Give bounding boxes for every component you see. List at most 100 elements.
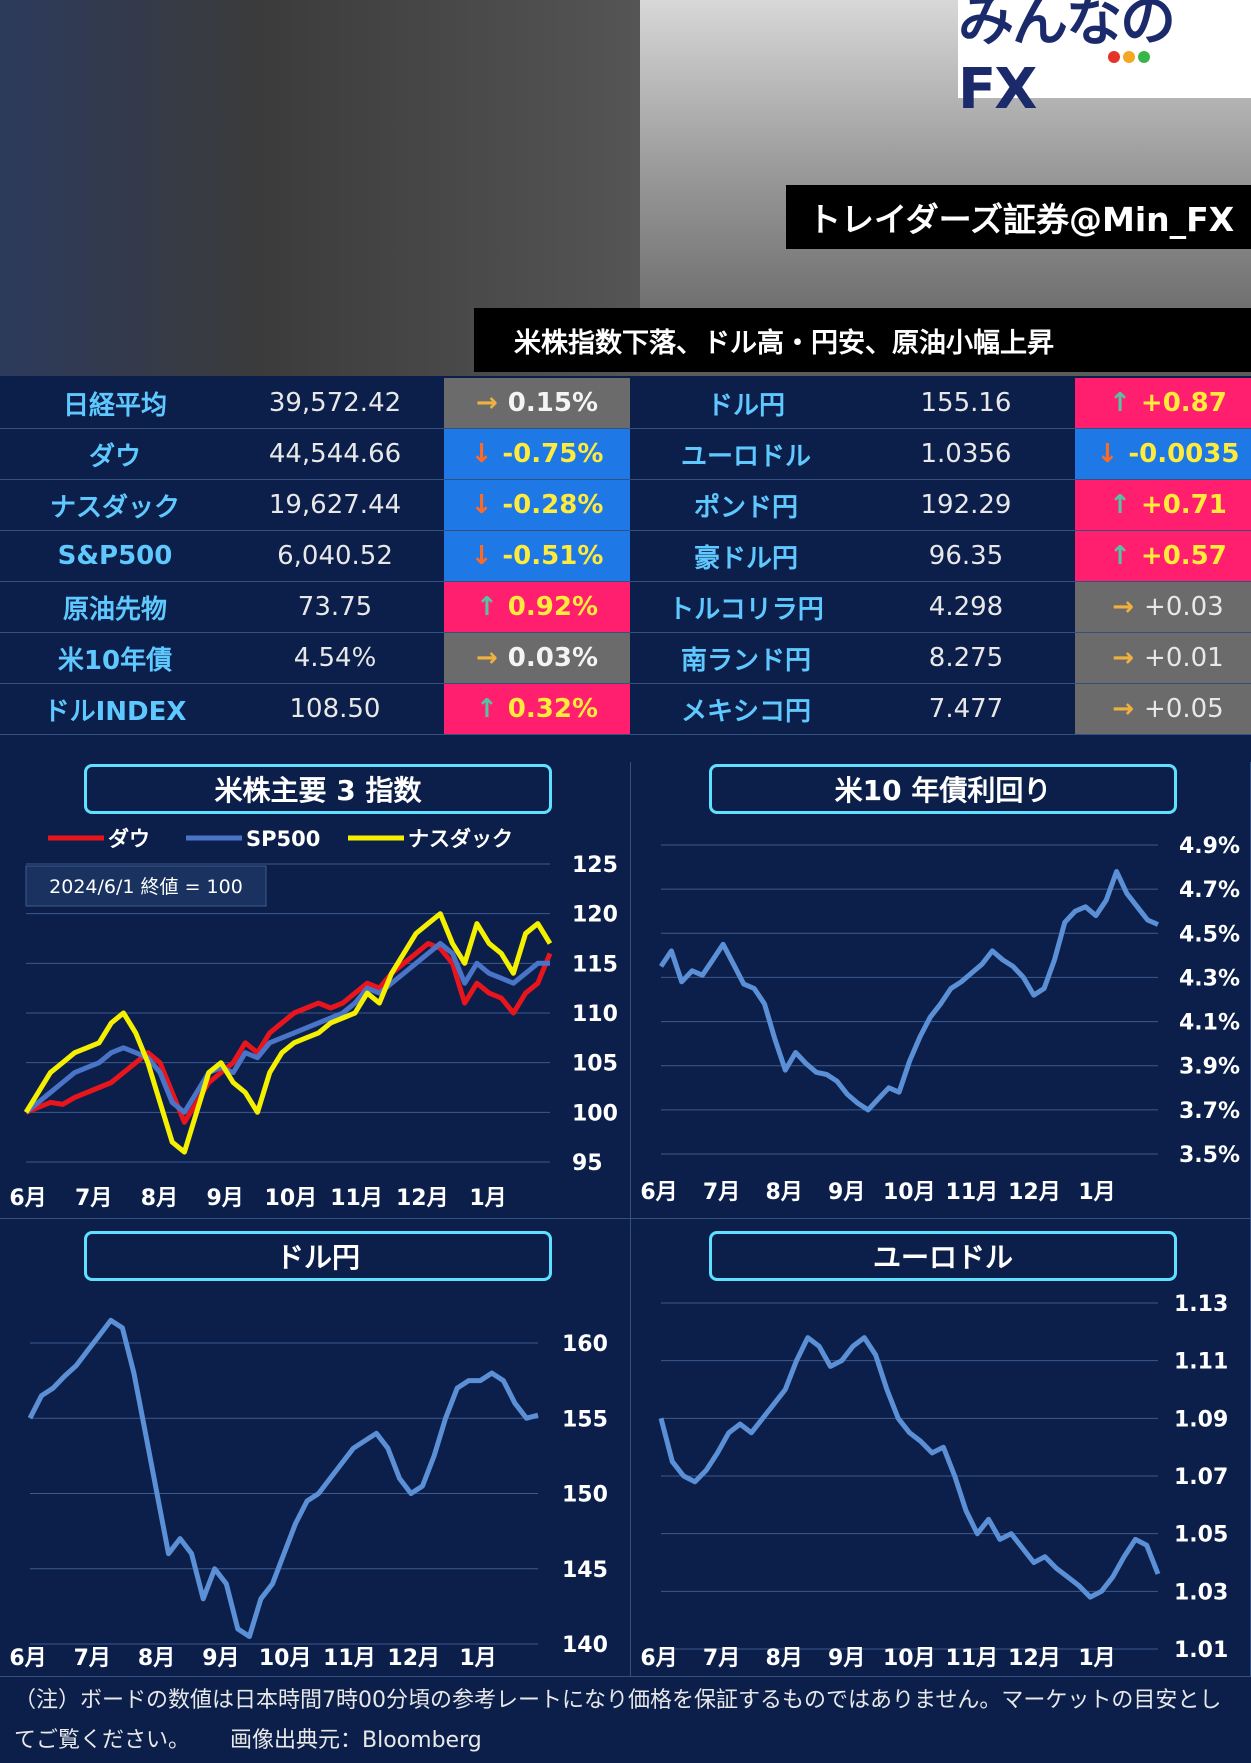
- legend-label: ナスダック: [408, 827, 513, 851]
- change-value: +0.03: [1144, 592, 1224, 622]
- y-tick-label: 4.3%: [1179, 966, 1240, 991]
- y-tick-label: 3.5%: [1179, 1143, 1240, 1168]
- x-tick-label: 11月: [323, 1646, 376, 1671]
- x-tick-label: 8月: [141, 1186, 178, 1211]
- x-tick-label: 6月: [9, 1646, 46, 1671]
- y-tick-label: 4.7%: [1179, 878, 1240, 903]
- instrument-value: 192.29: [920, 490, 1012, 520]
- change-value: +0.57: [1140, 541, 1227, 571]
- headline-badge: 米株指数下落、ドル高・円安、原油小幅上昇: [474, 308, 1251, 372]
- y-tick-label: 3.7%: [1179, 1099, 1240, 1124]
- instrument-name: 日経平均: [62, 390, 167, 421]
- instrument-change: → +0.03: [1075, 582, 1251, 632]
- brand-logo: みんなのFX: [958, 0, 1251, 122]
- series-line: [25, 941, 553, 1125]
- chart-eurusd: 1.01 1.03 1.05 1.07 1.09 1.11 1.13 6月 7月 8月 9月 10月 1…: [640, 1292, 1228, 1671]
- y-tick-label: 1.03: [1174, 1580, 1228, 1605]
- y-tick-label: 1.13: [1174, 1292, 1228, 1317]
- board-row: 米10年債 4.54% → 0.03% 南ランド円 8.275 → +0.01: [0, 633, 1251, 684]
- x-tick-label: 7月: [703, 1646, 740, 1671]
- instrument-change: ↑ +0.71: [1075, 480, 1251, 530]
- x-tick-label: 1月: [1078, 1180, 1115, 1205]
- series-line: [658, 869, 1159, 1113]
- instrument-change: ↑ +0.87: [1075, 378, 1251, 428]
- y-tick-label: 1.01: [1174, 1638, 1228, 1663]
- hero-photo: みんなのFX トレイダーズ証券@Min_FX 米株指数下落、ドル高・円安、原油小…: [0, 0, 1251, 376]
- y-tick-label: 155: [562, 1407, 608, 1432]
- x-tick-label: 6月: [640, 1646, 677, 1671]
- instrument-name: 原油先物: [62, 594, 167, 625]
- arrow-up-icon: ↑: [1109, 388, 1131, 418]
- board-row: 日経平均 39,572.42 → 0.15% ドル円 155.16 ↑ +0.87: [0, 378, 1251, 429]
- arrow-down-icon: ↓: [470, 439, 493, 469]
- chart-title: ユーロドル: [709, 1231, 1177, 1281]
- instrument-name: ナスダック: [49, 492, 180, 523]
- x-tick-label: 11月: [330, 1186, 383, 1211]
- instrument-name: ユーロドル: [680, 441, 811, 472]
- x-tick-label: 7月: [74, 1646, 111, 1671]
- x-tick-label: 7月: [75, 1186, 112, 1211]
- instrument-change: ↓ -0.0035: [1075, 429, 1251, 479]
- instrument-value: 73.75: [297, 592, 373, 622]
- logo-text: みんなのFX: [958, 0, 1176, 122]
- charts-area: 米株主要 3 指数 95 100 105 110 115 120 125 6月 7月 8月 9月 10…: [0, 762, 1251, 1677]
- x-tick-label: 8月: [138, 1646, 175, 1671]
- instrument-value: 39,572.42: [268, 388, 402, 418]
- board-row: ダウ 44,544.66 ↓ -0.75% ユーロドル 1.0356 ↓ -0.0035: [0, 429, 1251, 480]
- instrument-name: ドルINDEX: [43, 696, 187, 727]
- x-tick-label: 10月: [883, 1646, 936, 1671]
- panel-eurusd: ユーロドル 1.01 1.03 1.05 1.07 1.09 1.11 1.13 6月 7月 8月…: [631, 1219, 1251, 1677]
- change-value: +0.01: [1144, 643, 1224, 673]
- chart-title: 米株主要 3 指数: [84, 764, 552, 814]
- y-tick-label: 4.9%: [1179, 834, 1240, 859]
- x-tick-label: 10月: [265, 1186, 318, 1211]
- market-board: 日経平均 39,572.42 → 0.15% ドル円 155.16 ↑ +0.87 ダウ 44,5…: [0, 378, 1251, 760]
- arrow-down-icon: ↓: [1096, 439, 1119, 469]
- y-tick-label: 140: [562, 1633, 608, 1658]
- y-tick-label: 1.09: [1174, 1407, 1228, 1432]
- chart-title: ドル円: [84, 1231, 552, 1281]
- x-tick-label: 1月: [469, 1186, 506, 1211]
- y-tick-label: 3.9%: [1179, 1055, 1240, 1080]
- x-tick-label: 10月: [883, 1180, 936, 1205]
- arrow-down-icon: ↓: [470, 541, 493, 571]
- instrument-change: ↑ 0.32%: [444, 684, 630, 734]
- change-value: -0.28%: [502, 490, 604, 520]
- board-row: ドルINDEX 108.50 ↑ 0.32% メキシコ円 7.477 → +0.05: [0, 684, 1251, 735]
- x-tick-label: 12月: [1008, 1646, 1061, 1671]
- chart-usdjpy: 140 145 150 155 160 6月 7月 8月 9月 10月 11月 12月 1月: [9, 1317, 608, 1671]
- arrow-up-icon: ↑: [1109, 490, 1131, 520]
- instrument-name: ダウ: [88, 441, 141, 472]
- x-tick-label: 9月: [206, 1186, 243, 1211]
- y-tick-label: 160: [562, 1332, 608, 1357]
- arrow-right-icon: →: [1112, 643, 1135, 673]
- instrument-name: 豪ドル円: [693, 543, 798, 574]
- x-tick-label: 11月: [946, 1180, 999, 1205]
- x-tick-label: 12月: [1008, 1180, 1061, 1205]
- arrow-right-icon: →: [476, 388, 498, 418]
- arrow-up-icon: ↑: [476, 694, 498, 724]
- series-line: [27, 1317, 539, 1639]
- chart-us10y: 3.5% 3.7% 3.9% 4.1% 4.3% 4.5% 4.7% 4.9% 6月 7月 8月 9月…: [640, 834, 1240, 1205]
- chart-title: 米10 年債利回り: [709, 764, 1177, 814]
- series-line: [658, 1335, 1161, 1600]
- change-value: 0.03%: [507, 643, 598, 673]
- change-value: +0.05: [1144, 694, 1224, 724]
- series-line: [24, 941, 550, 1115]
- image-source-text: 画像出典元：Bloomberg: [230, 1728, 482, 1753]
- y-tick-label: 1.05: [1174, 1523, 1228, 1548]
- instrument-name: メキシコ円: [680, 696, 811, 727]
- instrument-name: トルコリラ円: [668, 594, 824, 625]
- instrument-value: 4.298: [928, 592, 1004, 622]
- panel-us10y: 米10 年債利回り 3.5% 3.7% 3.9% 4.1% 4.3% 4.5% 4.7% 4.…: [631, 762, 1251, 1219]
- instrument-value: 155.16: [920, 388, 1012, 418]
- legend-label: ダウ: [108, 827, 150, 851]
- y-tick-label: 4.1%: [1179, 1011, 1240, 1036]
- instrument-name: ポンド円: [693, 492, 798, 523]
- source-badge: トレイダーズ証券@Min_FX: [786, 185, 1251, 249]
- change-value: -0.0035: [1128, 439, 1240, 469]
- instrument-name: S&P500: [57, 541, 173, 571]
- x-tick-label: 1月: [459, 1646, 496, 1671]
- board-row: ナスダック 19,627.44 ↓ -0.28% ポンド円 192.29 ↑ +0.71: [0, 480, 1251, 531]
- y-tick-label: 1.07: [1174, 1465, 1228, 1490]
